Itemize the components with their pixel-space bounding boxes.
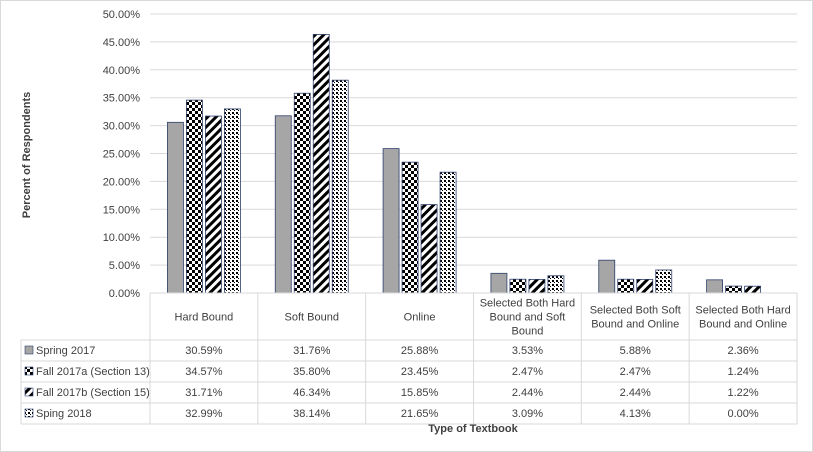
legend-swatch — [24, 387, 34, 397]
y-tick-label: 45.00% — [103, 37, 141, 49]
x-tick-label: Selected Both Soft — [590, 305, 681, 317]
bar — [205, 115, 222, 294]
y-tick-label: 0.00% — [109, 288, 140, 300]
bar — [167, 121, 184, 294]
x-tick-label: Online — [404, 312, 436, 324]
bar — [186, 99, 203, 294]
data-label: 2.44% — [620, 387, 651, 399]
data-label: 34.57% — [185, 366, 223, 378]
y-tick-label: 25.00% — [103, 149, 141, 161]
y-axis-title: Percent of Respondents — [21, 92, 33, 219]
bar — [274, 115, 292, 294]
y-tick-label: 50.00% — [103, 9, 141, 21]
y-tick-label: 30.00% — [103, 121, 141, 133]
data-label: 2.44% — [512, 387, 543, 399]
x-tick-label: Soft Bound — [285, 312, 339, 324]
x-tick-label: Hard Bound — [175, 312, 234, 324]
data-label: 4.13% — [620, 408, 651, 420]
x-tick-label: Selected Both Hard — [480, 298, 575, 310]
data-label: 1.24% — [727, 366, 758, 378]
x-tick-label: Selected Both Hard — [695, 305, 790, 317]
bar — [420, 204, 438, 294]
data-label: 30.59% — [185, 345, 223, 357]
y-tick-label: 5.00% — [109, 260, 140, 272]
data-label: 21.65% — [401, 408, 439, 420]
bar — [382, 148, 400, 294]
bar — [655, 269, 673, 294]
x-axis-title: Type of Textbook — [428, 423, 518, 435]
legend-swatch — [24, 345, 34, 355]
data-label: 31.71% — [185, 387, 223, 399]
bar — [636, 278, 654, 294]
data-label: 2.47% — [620, 366, 651, 378]
data-label: 23.45% — [401, 366, 439, 378]
y-tick-label: 15.00% — [103, 204, 141, 216]
bar — [706, 279, 723, 294]
bar — [439, 171, 457, 294]
data-label: 25.88% — [401, 345, 439, 357]
data-label: 15.85% — [401, 387, 439, 399]
legend-entry: Sping 2018 — [36, 408, 92, 420]
bar — [401, 161, 419, 294]
bar — [598, 259, 616, 294]
legend-swatch — [24, 366, 34, 376]
bar — [509, 278, 527, 294]
data-label: 35.80% — [293, 366, 331, 378]
bar — [224, 108, 241, 294]
y-tick-label: 10.00% — [103, 232, 141, 244]
y-axis-ticks: 0.00% 5.00% 10.00% 15.00% 20.00% 25.00% 30.00%… — [103, 9, 141, 300]
legend-entry: Spring 2017 — [36, 345, 95, 357]
x-tick-label: Bound and Online — [699, 319, 787, 331]
y-tick-label: 40.00% — [103, 65, 141, 77]
y-tick-label: 35.00% — [103, 93, 141, 105]
data-label: 38.14% — [293, 408, 331, 420]
data-label: 2.47% — [512, 366, 543, 378]
bar — [331, 79, 349, 294]
bar — [617, 278, 635, 294]
y-tick-label: 20.00% — [103, 176, 141, 188]
bars — [167, 34, 761, 294]
bar — [547, 275, 565, 294]
data-label: 32.99% — [185, 408, 223, 420]
bar — [293, 92, 311, 294]
data-label: 3.53% — [512, 345, 543, 357]
bar — [490, 272, 508, 294]
bar — [725, 285, 742, 294]
bar — [744, 285, 761, 294]
data-label: 1.22% — [727, 387, 758, 399]
x-tick-label: Bound — [512, 326, 544, 338]
x-tick-label: Bound and Soft — [489, 312, 565, 324]
data-label: 46.34% — [293, 387, 331, 399]
legend-entry: Fall 2017a (Section 13) — [36, 366, 150, 378]
x-tick-label: Bound and Online — [591, 319, 679, 331]
data-label: 5.88% — [620, 345, 651, 357]
data-label: 0.00% — [727, 408, 758, 420]
legend-swatch — [24, 408, 34, 418]
bar — [312, 34, 330, 294]
data-label: 31.76% — [293, 345, 331, 357]
legend-entry: Fall 2017b (Section 15) — [36, 387, 150, 399]
data-label: 2.36% — [727, 345, 758, 357]
bar — [528, 278, 546, 294]
data-label: 3.09% — [512, 408, 543, 420]
data-table: Hard Bound Soft Bound Online Selected Both … — [20, 292, 798, 425]
